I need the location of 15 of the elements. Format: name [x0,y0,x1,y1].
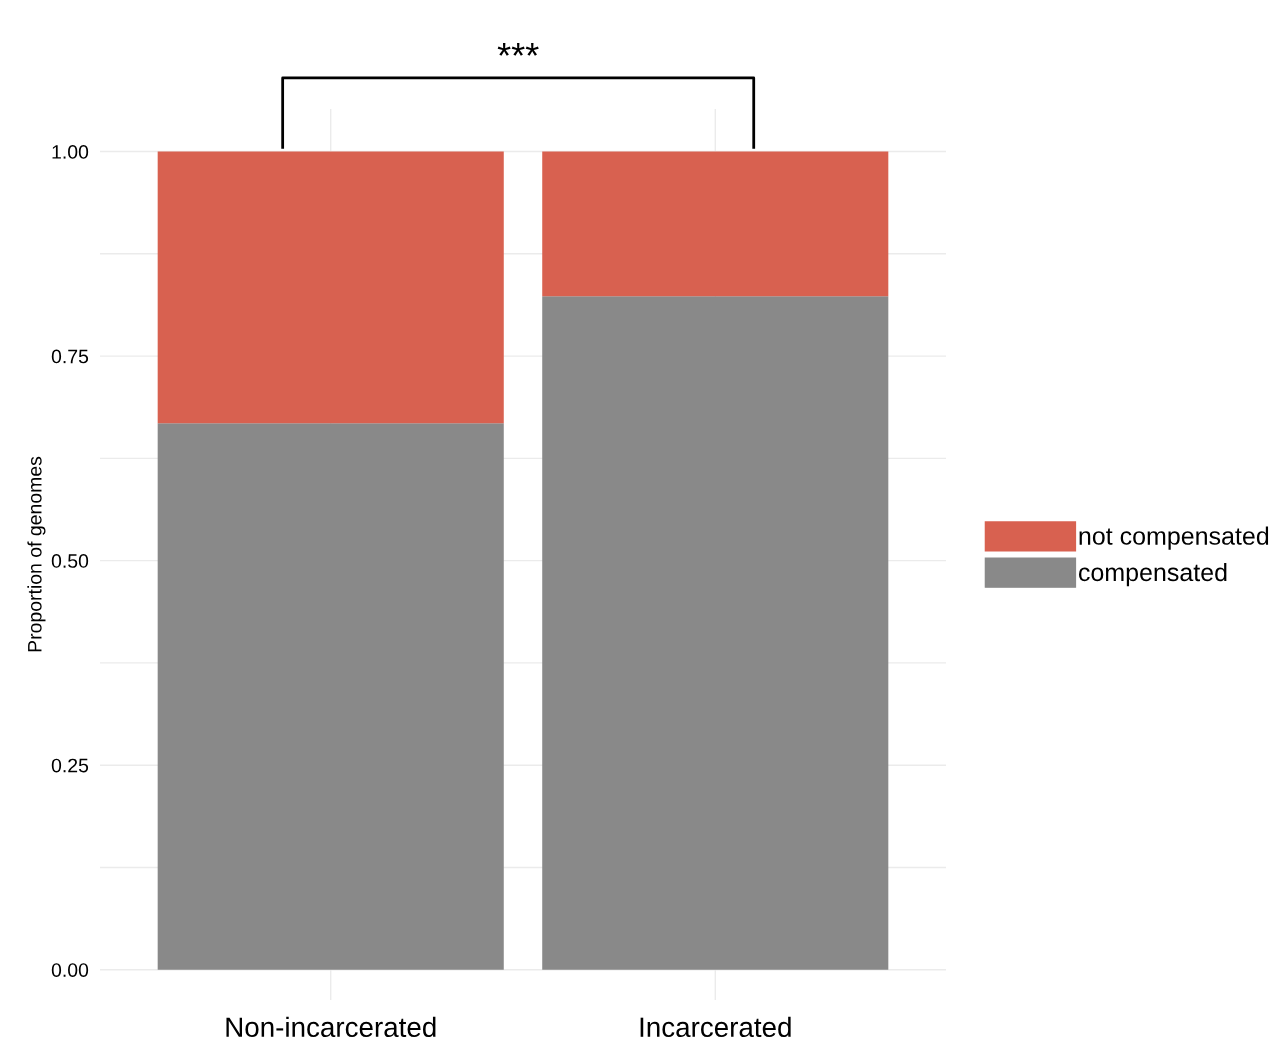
legend-label: compensated [1078,562,1227,587]
y-axis-title: Proportion of genomes [27,456,46,652]
bar [542,296,889,970]
y-tick-label: 0.75 [51,349,89,364]
legend-label: not compensated [1079,526,1269,550]
y-tick-label: 0.50 [51,554,89,568]
y-tick-label: 1.00 [52,145,89,159]
bar [157,151,504,424]
x-tick-label: Incarcerated [640,1016,791,1038]
bar [157,423,504,970]
x-tick-label: Non-incarcerated [226,1016,436,1038]
bar [542,151,889,297]
y-tick-label: 0.00 [51,963,89,977]
y-tick-label: 0.25 [51,758,89,773]
text: *** [497,43,539,56]
